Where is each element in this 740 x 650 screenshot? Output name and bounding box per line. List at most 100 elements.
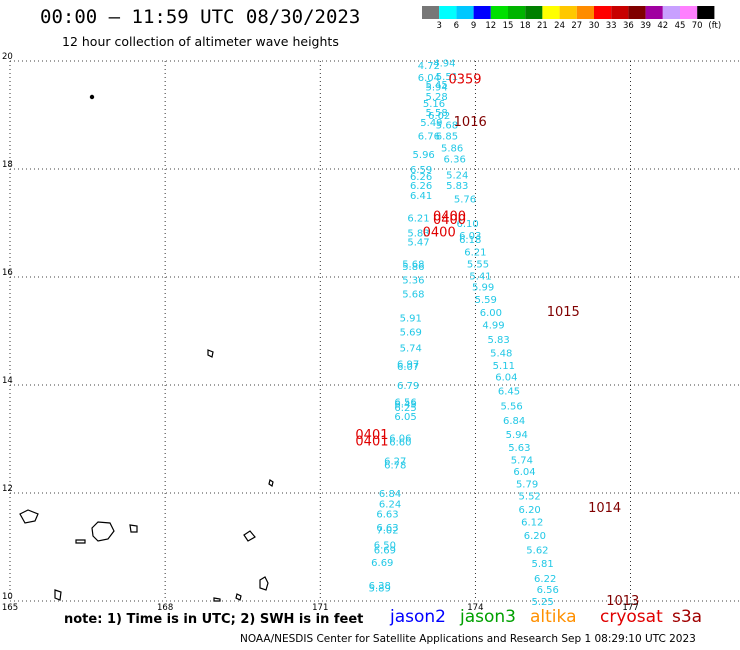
swh-value-label: 6.02 xyxy=(428,111,450,122)
legend-swatch xyxy=(628,6,646,19)
page-subtitle: 12 hour collection of altimeter wave hei… xyxy=(62,34,339,49)
legend-label: 6 xyxy=(453,21,460,31)
swh-value-label: 5.76 xyxy=(454,194,476,205)
legend-label: 3 xyxy=(436,21,442,31)
swh-value-label: 5.58 xyxy=(425,108,447,119)
swh-value-label: 6.18 xyxy=(459,235,481,246)
swh-value-label: 5.83 xyxy=(446,181,468,192)
satellite-name-cryosat: cryosat xyxy=(600,607,663,627)
swh-value-label: 5.81 xyxy=(531,559,553,570)
swh-value-label: 5.69 xyxy=(400,327,422,338)
island-outline xyxy=(268,479,274,487)
island-outline xyxy=(129,524,138,533)
satellite-name-altika: altika xyxy=(530,607,577,627)
swh-value-label: 6.76 xyxy=(418,131,440,142)
legend-label: 30 xyxy=(588,21,600,31)
satellite-name-jason3: jason3 xyxy=(460,607,516,627)
swh-value-label: 5.48 xyxy=(490,348,512,359)
swh-value-label: 5.55 xyxy=(467,259,489,270)
legend-swatch xyxy=(611,6,629,19)
credit-line: NOAA/NESDIS Center for Satellite Applica… xyxy=(240,633,696,645)
legend-swatch xyxy=(542,6,560,19)
lat-tick-label: 20 xyxy=(2,52,13,62)
swh-value-label: 5.68 xyxy=(402,259,424,270)
swh-value-label: 7.02 xyxy=(376,526,398,537)
legend-swatch xyxy=(456,6,474,19)
pass-time-label: 0401 xyxy=(355,428,388,443)
wave-height-labels: 4.724.946.045.515.455.945.285.165.586.02… xyxy=(369,58,559,607)
legend-swatch xyxy=(490,6,508,19)
legend-swatch xyxy=(559,6,577,19)
legend-label: 18 xyxy=(519,21,531,31)
swh-value-label: 6.63 xyxy=(376,509,398,520)
swh-value-label: 5.63 xyxy=(508,443,530,454)
swh-value-label: 5.25 xyxy=(531,597,553,608)
lon-tick-label: 177 xyxy=(622,603,638,610)
legend-label: 27 xyxy=(571,21,583,31)
land-outlines xyxy=(19,94,274,602)
island-outline xyxy=(207,349,214,358)
island-outline xyxy=(91,521,115,542)
legend-swatch xyxy=(576,6,594,19)
island-outline xyxy=(235,593,242,601)
swh-value-label: 5.86 xyxy=(441,144,463,155)
swh-value-label: 5.41 xyxy=(469,272,491,283)
swh-value-label: 6.63 xyxy=(376,523,398,534)
legend-label: 15 xyxy=(502,21,514,31)
swh-value-label: 5.49 xyxy=(420,118,442,129)
swh-value-label: 6.84 xyxy=(503,416,525,427)
swh-value-label: 5.89 xyxy=(369,583,391,594)
swh-value-label: 6.04 xyxy=(513,467,535,478)
swh-value-label: 5.62 xyxy=(526,545,548,556)
legend-label: 21 xyxy=(536,21,548,31)
island-outline xyxy=(54,589,62,601)
lat-tick-label: 14 xyxy=(2,376,13,386)
pass-time-label: 1014 xyxy=(588,501,621,516)
color-legend xyxy=(422,6,715,19)
swh-value-label: 5.91 xyxy=(400,313,422,324)
swh-value-label: 5.47 xyxy=(407,238,429,249)
swh-value-label: 6.36 xyxy=(444,155,466,166)
swh-value-label: 5.74 xyxy=(400,344,422,355)
pass-time-label: 0401 xyxy=(355,434,388,449)
swh-value-label: 6.21 xyxy=(407,213,429,224)
swh-value-label: 5.24 xyxy=(446,171,468,182)
swh-value-label: 6.05 xyxy=(394,412,416,423)
pass-time-label: 0400 xyxy=(433,209,466,224)
island-outline xyxy=(243,530,256,542)
legend-swatch xyxy=(439,6,457,19)
legend-label: 9 xyxy=(470,21,477,31)
swh-value-label: 5.68 xyxy=(402,290,424,301)
swh-value-label: 5.74 xyxy=(511,455,533,466)
legend-swatch xyxy=(697,6,715,19)
legend-unit: (ft) xyxy=(708,21,722,31)
legend-swatch xyxy=(525,6,543,19)
swh-value-label: 6.84 xyxy=(379,489,401,500)
swh-value-label: 6.21 xyxy=(464,247,486,258)
footnote: note: 1) Time is in UTC; 2) SWH is in fe… xyxy=(64,612,364,627)
legend-label: 12 xyxy=(485,21,497,31)
swh-value-label: 6.20 xyxy=(524,531,546,542)
pass-time-label: 1016 xyxy=(454,115,487,130)
swh-value-label: 6.27 xyxy=(384,456,406,467)
lon-tick-label: 171 xyxy=(312,603,328,610)
swh-value-label: 5.52 xyxy=(519,491,541,502)
legend-swatch xyxy=(508,6,526,19)
swh-value-label: 6.78 xyxy=(384,461,406,472)
swh-value-label: 6.26 xyxy=(410,172,432,183)
swh-value-label: 6.69 xyxy=(374,545,396,556)
legend-label: 24 xyxy=(554,21,565,31)
island-outline xyxy=(19,509,39,524)
swh-value-label: 4.72 xyxy=(418,61,440,72)
swh-value-label: 4.94 xyxy=(433,58,455,69)
lat-tick-label: 18 xyxy=(2,160,13,170)
legend-swatch xyxy=(645,6,663,19)
legend-label: 70 xyxy=(691,21,703,31)
lat-tick-label: 16 xyxy=(2,268,13,278)
swh-value-label: 6.03 xyxy=(459,231,481,242)
swh-value-label: 6.06 xyxy=(389,434,411,445)
legend-label: 45 xyxy=(674,21,686,31)
swh-value-label: 5.79 xyxy=(516,480,538,491)
legend-swatch xyxy=(594,6,612,19)
